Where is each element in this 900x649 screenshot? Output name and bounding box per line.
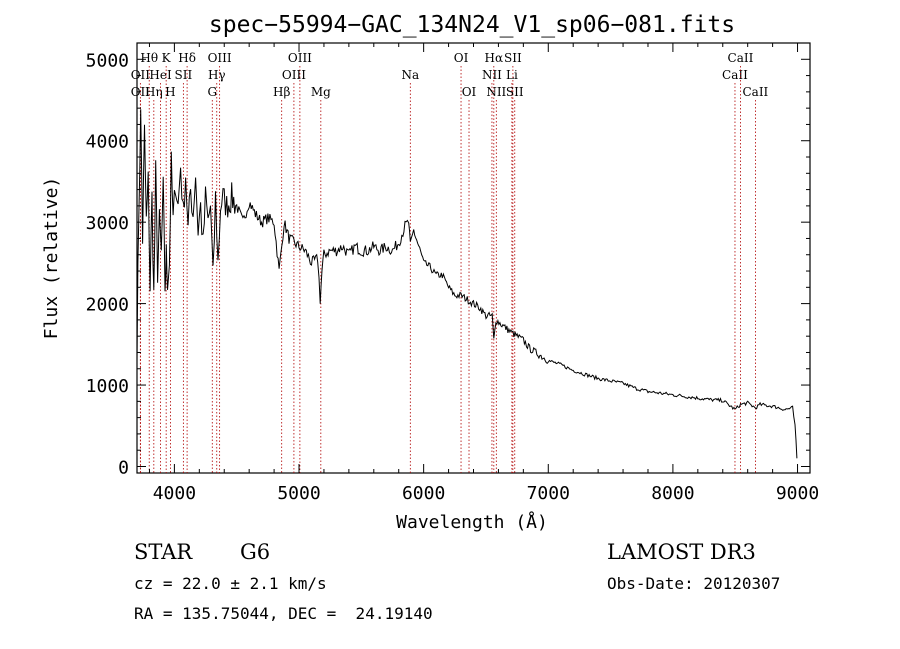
spectral-line-label: Mg <box>311 85 331 99</box>
spectral-line-label: OI <box>462 85 477 99</box>
y-tick-label: 4000 <box>86 132 129 153</box>
spectral-line-label: SII <box>504 51 522 65</box>
y-tick-label: 1000 <box>86 376 129 397</box>
spectral-line-label: NII <box>486 85 506 99</box>
spectral-line-label: Li <box>506 68 518 82</box>
spectral-line-label: K <box>162 51 172 65</box>
x-tick-label: 5000 <box>277 483 320 504</box>
y-tick-label: 0 <box>118 457 129 478</box>
spectral-line-label: Hδ <box>178 51 196 65</box>
y-tick-label: 2000 <box>86 295 129 316</box>
spectral-line-label: OI <box>454 51 469 65</box>
spectral-line-label: CaII <box>722 68 748 82</box>
spectral-line-label: SII <box>506 85 524 99</box>
spectral-line-label: Na <box>401 68 419 82</box>
spectral-line-label: OIII <box>282 68 306 82</box>
x-tick-label: 7000 <box>527 483 570 504</box>
y-tick-label: 5000 <box>86 50 129 71</box>
x-tick-label: 4000 <box>153 483 196 504</box>
spectral-line-label: G <box>207 85 217 99</box>
x-tick-label: 6000 <box>402 483 445 504</box>
plot-frame <box>136 42 811 474</box>
flux-series-line <box>136 109 798 459</box>
spectral-line-label: NII <box>482 68 502 82</box>
spectral-line-label: OIII <box>208 51 232 65</box>
spectral-line-label: H <box>165 85 175 99</box>
x-tick-label: 8000 <box>651 483 694 504</box>
x-axis-label: Wavelength (Å) <box>396 511 548 533</box>
spectral-line-label: HeI <box>149 68 172 82</box>
spectral-line-label: OII <box>131 68 151 82</box>
axis-ticks: 4000 5000 6000 7000 8000 9000 0 1000 2000 3000 400… <box>86 43 819 504</box>
x-tick-label: 9000 <box>776 483 819 504</box>
spectral-line-markers: OIIOIIHθHηHeIKHSIIHδGHγOIIIHβOIIIOIIIMgN… <box>131 51 769 473</box>
spectral-line-label: SII <box>175 68 193 82</box>
spectral-line-label: Hγ <box>208 68 226 82</box>
spectral-line-label: Hα <box>485 51 504 65</box>
spectral-line-label: CaII <box>728 51 754 65</box>
chart-title: spec−55994−GAC_134N24_V1_sp06−081.fits <box>209 12 735 38</box>
y-tick-label: 3000 <box>86 213 129 234</box>
spectral-line-label: Hη <box>145 85 163 99</box>
y-axis-label: Flux (relative) <box>41 177 62 340</box>
spectral-line-label: OIII <box>288 51 312 65</box>
spectral-line-label: CaII <box>742 85 768 99</box>
spectral-line-label: Hβ <box>273 85 290 99</box>
spectral-line-label: Hθ <box>140 51 158 65</box>
